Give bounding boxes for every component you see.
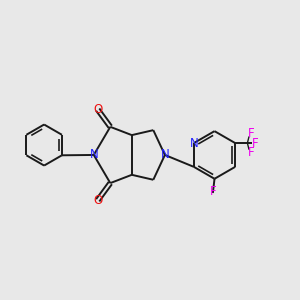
Text: N: N bbox=[190, 136, 198, 150]
Text: N: N bbox=[160, 148, 169, 161]
Text: F: F bbox=[252, 136, 258, 150]
Text: F: F bbox=[248, 127, 255, 140]
Text: O: O bbox=[93, 194, 102, 207]
Text: O: O bbox=[93, 103, 102, 116]
Text: N: N bbox=[89, 148, 98, 161]
Text: F: F bbox=[248, 146, 255, 159]
Text: F: F bbox=[209, 185, 216, 198]
